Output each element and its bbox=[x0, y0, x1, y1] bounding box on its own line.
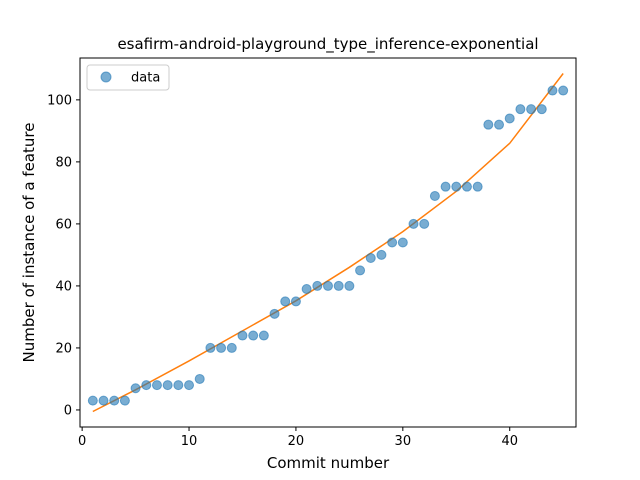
fit-line bbox=[92, 73, 564, 413]
data-point bbox=[333, 280, 344, 291]
data-point bbox=[451, 181, 462, 192]
data-point bbox=[216, 342, 227, 353]
data-point bbox=[547, 85, 558, 96]
data-point bbox=[312, 280, 323, 291]
data-point bbox=[515, 104, 526, 115]
plot-background bbox=[80, 58, 576, 427]
x-axis-ticks: 0 10 20 30 40 bbox=[78, 427, 518, 449]
data-point bbox=[440, 181, 451, 192]
data-point bbox=[472, 181, 483, 192]
data-point bbox=[365, 253, 376, 263]
y-tick-label: 40 bbox=[55, 279, 72, 294]
data-point bbox=[397, 237, 408, 248]
y-axis-ticks: 0 20 40 60 80 100 bbox=[47, 93, 80, 418]
data-point bbox=[483, 119, 494, 130]
legend-label-data: data bbox=[131, 71, 160, 86]
x-tick-label: 0 bbox=[78, 434, 86, 449]
x-tick-label: 30 bbox=[395, 434, 412, 449]
data-point bbox=[355, 265, 366, 276]
data-point bbox=[184, 380, 195, 391]
x-tick-label: 10 bbox=[181, 434, 198, 449]
data-point bbox=[205, 342, 216, 353]
legend-box bbox=[86, 64, 170, 91]
data-point bbox=[87, 395, 98, 406]
data-point bbox=[280, 296, 291, 307]
y-tick-label: 0 bbox=[64, 403, 72, 418]
data-point bbox=[141, 380, 152, 391]
fit-line-layer bbox=[92, 73, 564, 413]
x-tick-label: 40 bbox=[501, 434, 518, 449]
data-point bbox=[387, 237, 398, 248]
data-point bbox=[258, 330, 269, 341]
data-point bbox=[237, 330, 248, 341]
data-point bbox=[526, 104, 537, 115]
data-point bbox=[130, 383, 141, 394]
data-point bbox=[558, 85, 569, 96]
chart-title: esafirm-android-playground_type_inferenc… bbox=[117, 35, 538, 54]
data-point bbox=[194, 373, 205, 384]
data-point bbox=[536, 104, 547, 115]
y-tick-label: 100 bbox=[47, 93, 72, 108]
data-point bbox=[173, 380, 184, 391]
data-point bbox=[376, 249, 387, 260]
data-point bbox=[419, 218, 430, 229]
data-point bbox=[151, 380, 162, 391]
data-point bbox=[290, 296, 301, 307]
data-point bbox=[98, 395, 109, 406]
x-axis-label: Commit number bbox=[267, 454, 390, 472]
y-tick-label: 80 bbox=[55, 155, 72, 170]
data-point bbox=[248, 330, 259, 341]
data-point bbox=[226, 342, 237, 353]
data-point bbox=[119, 395, 130, 406]
data-point bbox=[109, 395, 120, 406]
data-point bbox=[504, 113, 515, 124]
x-tick-label: 20 bbox=[288, 434, 305, 449]
legend: data bbox=[86, 64, 170, 91]
y-tick-label: 60 bbox=[55, 217, 72, 232]
data-point bbox=[162, 380, 173, 391]
plot-frame bbox=[79, 57, 577, 428]
data-point bbox=[301, 284, 312, 295]
data-point bbox=[408, 218, 419, 229]
y-axis-label: Number of instance of a feature bbox=[20, 123, 38, 363]
y-tick-label: 20 bbox=[55, 341, 72, 356]
data-point bbox=[429, 190, 440, 201]
data-point bbox=[461, 181, 472, 192]
data-point bbox=[323, 280, 333, 291]
data-point bbox=[494, 119, 505, 130]
data-point bbox=[344, 280, 355, 291]
legend-marker-data bbox=[100, 71, 112, 83]
data-points-layer bbox=[87, 85, 569, 406]
data-point bbox=[269, 308, 280, 319]
